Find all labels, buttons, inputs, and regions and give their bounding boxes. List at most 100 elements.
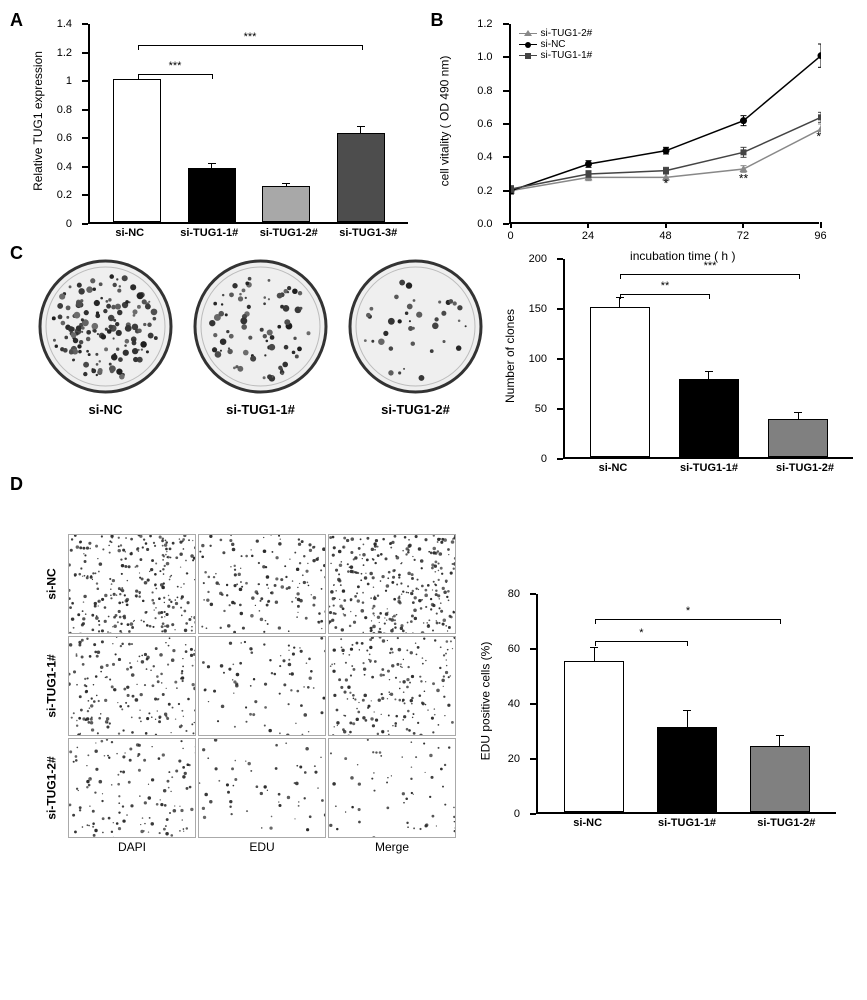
x-tick-label: si-NC <box>541 817 634 829</box>
bar <box>754 412 843 457</box>
x-tick-label: 48 <box>659 230 671 242</box>
dish-row: si-NC si-TUG1-1# si-TUG1-2# <box>38 259 483 417</box>
y-tick-label: 20 <box>508 753 520 765</box>
bar <box>575 297 664 457</box>
panel-a: A Relative TUG1 expression 00.20.40.60.8… <box>10 10 439 224</box>
y-tick-label: 0.4 <box>57 161 72 173</box>
bar <box>548 647 641 812</box>
x-tick-label: si-TUG1-1# <box>172 227 247 239</box>
micrograph-cell <box>328 738 456 838</box>
micrograph-cell <box>328 534 456 634</box>
x-tick-label: 96 <box>814 230 826 242</box>
panel-b-ylabel: cell vitality ( OD 490 nm) <box>437 56 451 187</box>
micrograph-col-label: DAPI <box>68 840 196 854</box>
micrograph-cell <box>198 738 326 838</box>
panel-b-chart: 0.00.20.40.60.81.01.2024487296*****si-TU… <box>509 24 819 224</box>
bar <box>175 163 250 222</box>
legend-item: si-TUG1-1# <box>519 50 593 61</box>
x-tick-label: si-NC <box>568 462 658 474</box>
figure: A Relative TUG1 expression 00.20.40.60.8… <box>10 10 857 854</box>
micrograph-cell <box>198 534 326 634</box>
panel-a-label: A <box>10 10 23 31</box>
legend-label: si-NC <box>541 39 566 50</box>
colony-dish: si-NC <box>38 259 173 417</box>
bar <box>641 710 734 812</box>
micrograph-col-label: EDU <box>198 840 326 854</box>
x-tick-label: si-TUG1-3# <box>331 227 406 239</box>
legend-label: si-TUG1-1# <box>541 50 593 61</box>
y-tick-label: 0.8 <box>57 104 72 116</box>
bar <box>324 126 399 222</box>
svg-text:**: ** <box>738 171 748 185</box>
x-tick-label: si-TUG1-2# <box>251 227 326 239</box>
y-tick-label: 0 <box>514 808 520 820</box>
y-tick-label: 80 <box>508 588 520 600</box>
y-tick-label: 1 <box>66 75 72 87</box>
y-tick-label: 0 <box>541 453 547 465</box>
svg-text:**: ** <box>816 130 821 144</box>
legend-item: si-TUG1-2# <box>519 28 593 39</box>
micrograph-cell <box>328 636 456 736</box>
panel-b-label: B <box>431 10 444 31</box>
y-tick-label: 0.4 <box>477 151 492 163</box>
bar <box>733 735 826 812</box>
micrograph-col-label: Merge <box>328 840 456 854</box>
y-tick-label: 1.2 <box>477 18 492 30</box>
panel-d-label: D <box>10 474 23 495</box>
y-tick-label: 0.6 <box>57 132 72 144</box>
micrograph-cell <box>68 534 196 634</box>
x-tick-label: si-TUG1-2# <box>760 462 850 474</box>
y-tick-label: 1.0 <box>477 51 492 63</box>
y-tick-label: 1.2 <box>57 47 72 59</box>
panel-c-chart: 050100150200si-NCsi-TUG1-1#si-TUG1-2#***… <box>563 259 853 459</box>
x-tick-label: si-NC <box>92 227 167 239</box>
x-tick-label: 0 <box>507 230 513 242</box>
micrograph-row-label: si-TUG1-2# <box>45 756 59 819</box>
bar <box>100 79 175 222</box>
panel-c-bar: Number of clones 050100150200si-NCsi-TUG… <box>513 259 853 459</box>
y-tick-label: 0.2 <box>57 189 72 201</box>
legend: si-TUG1-2#si-NCsi-TUG1-1# <box>519 28 593 61</box>
y-tick-label: 0.8 <box>477 85 492 97</box>
y-tick-label: 40 <box>508 698 520 710</box>
micrograph-grid: si-NC si-TUG1-1# si-TUG1-2# DAPIEDUMerge <box>38 534 456 854</box>
panel-c-dishes: si-NC si-TUG1-1# si-TUG1-2# <box>10 259 483 459</box>
y-tick-label: 0 <box>66 218 72 230</box>
micrograph-cell <box>198 636 326 736</box>
row-d: D si-NCsi-TUG1-1#si-TUG1-2#DAPIEDUMerge … <box>10 484 857 854</box>
row-c: C si-NCsi-TUG1-1#si-TUG1-2# Number of cl… <box>10 249 857 459</box>
significance-label: *** <box>169 60 182 72</box>
micrograph-cell <box>68 738 196 838</box>
significance-label: *** <box>244 31 257 43</box>
significance-label: *** <box>704 260 717 272</box>
micrograph-cell <box>68 636 196 736</box>
panel-d-bar: EDU positive cells (%) 020406080si-NCsi-… <box>486 514 836 854</box>
legend-label: si-TUG1-2# <box>541 28 593 39</box>
y-tick-label: 1.4 <box>57 18 72 30</box>
x-tick-label: si-TUG1-2# <box>740 817 833 829</box>
row-ab: A Relative TUG1 expression 00.20.40.60.8… <box>10 10 857 224</box>
bar <box>249 183 324 222</box>
colony-dish: si-TUG1-1# <box>193 259 328 417</box>
panel-d-chart: 020406080si-NCsi-TUG1-1#si-TUG1-2#** <box>536 594 836 814</box>
dish-label: si-TUG1-1# <box>226 402 295 417</box>
dish-label: si-TUG1-2# <box>381 402 450 417</box>
legend-item: si-NC <box>519 39 593 50</box>
panel-a-chart: 00.20.40.60.811.21.4si-NCsi-TUG1-1#si-TU… <box>88 24 408 224</box>
panel-d-micrographs: si-NC si-TUG1-1# si-TUG1-2# DAPIEDUMerge <box>10 514 456 854</box>
panel-a-ylabel: Relative TUG1 expression <box>31 51 45 191</box>
significance-label: * <box>639 627 643 639</box>
bar <box>664 371 753 457</box>
micrograph-row-label: si-TUG1-1# <box>45 654 59 717</box>
y-tick-label: 100 <box>529 353 547 365</box>
panel-c-ylabel: Number of clones <box>503 309 517 403</box>
x-tick-label: 72 <box>737 230 749 242</box>
x-tick-label: 24 <box>582 230 594 242</box>
y-tick-label: 150 <box>529 303 547 315</box>
panel-b: B cell vitality ( OD 490 nm) 0.00.20.40.… <box>439 10 857 224</box>
y-tick-label: 0.2 <box>477 185 492 197</box>
x-tick-label: si-TUG1-1# <box>664 462 754 474</box>
svg-text:*: * <box>663 176 668 190</box>
y-tick-label: 60 <box>508 643 520 655</box>
micrograph-row-label: si-NC <box>45 568 59 599</box>
